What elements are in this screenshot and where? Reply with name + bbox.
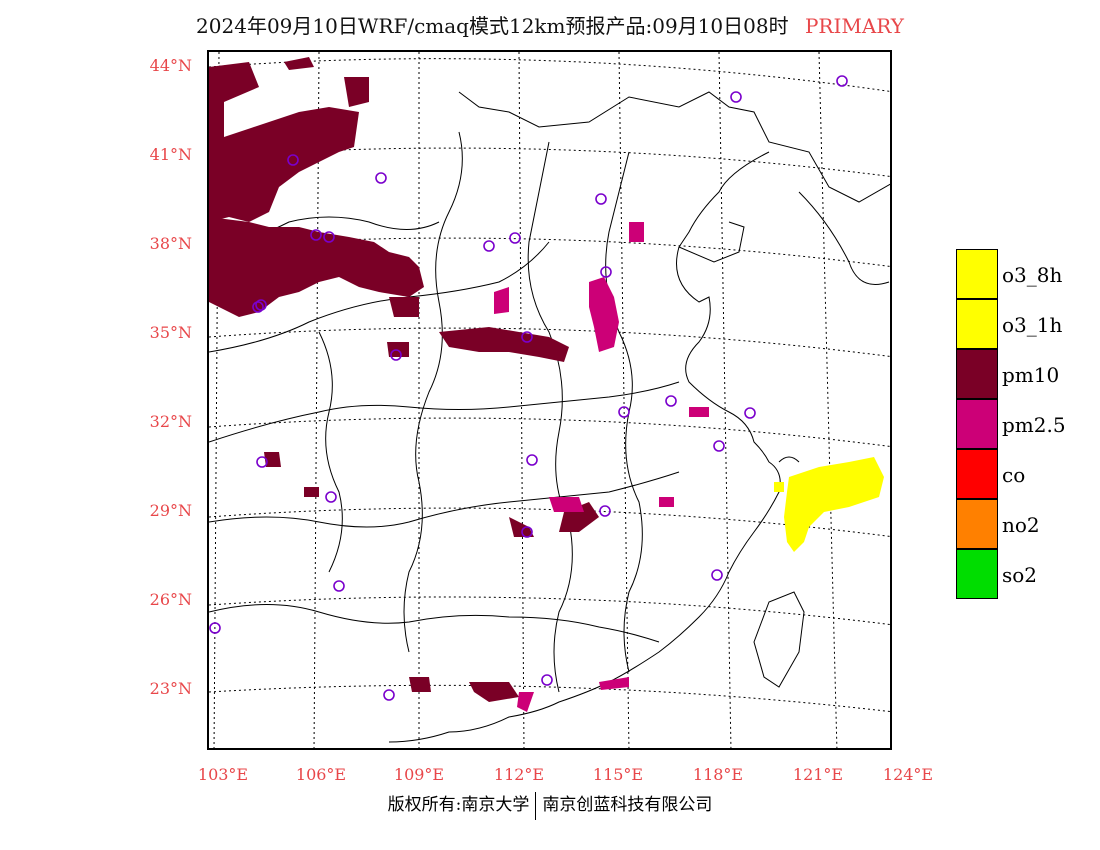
lat-label-32: 32°N (149, 412, 192, 431)
title-primary-tag: PRIMARY (804, 14, 904, 38)
lon-label-112: 112°E (493, 765, 545, 784)
legend-swatch-pm25 (956, 399, 998, 449)
lon-label-124: 124°E (882, 765, 934, 784)
footer-right-text: 南京创蓝科技有限公司 (542, 795, 713, 815)
legend-label-so2: so2 (1002, 563, 1038, 587)
lon-label-109: 109°E (393, 765, 445, 784)
lat-label-35: 35°N (149, 323, 192, 342)
legend-swatch-o3-8h (956, 249, 998, 299)
legend (956, 249, 998, 599)
legend-swatch-o3-1h (956, 299, 998, 349)
legend-swatch-pm10 (956, 349, 998, 399)
lat-label-38: 38°N (149, 234, 192, 253)
copyright-footer: 版权所有:南京大学 南京创蓝科技有限公司 (0, 790, 1100, 820)
legend-label-pm10: pm10 (1002, 363, 1060, 387)
map-panel (207, 50, 892, 750)
legend-swatch-no2 (956, 499, 998, 549)
station-markers (209, 75, 848, 701)
legend-swatch-co (956, 449, 998, 499)
title-main: 2024年09月10日WRF/cmaq模式12km预报产品:09月10日08时 (196, 14, 789, 38)
pm25-regions (494, 222, 709, 712)
map-canvas (209, 52, 890, 748)
lat-label-41: 41°N (149, 145, 192, 164)
pm10-regions (209, 57, 599, 702)
lat-label-23: 23°N (149, 679, 192, 698)
lon-label-118: 118°E (692, 765, 744, 784)
o3-region (774, 457, 884, 552)
lon-label-103: 103°E (197, 765, 249, 784)
footer-separator (535, 791, 537, 820)
lat-label-26: 26°N (149, 590, 192, 609)
boundaries (209, 91, 890, 743)
lat-label-44: 44°N (149, 56, 192, 75)
map-title: 2024年09月10日WRF/cmaq模式12km预报产品:09月10日08时 … (0, 10, 1100, 39)
legend-label-o3-1h: o3_1h (1002, 313, 1063, 337)
legend-swatch-so2 (956, 549, 998, 599)
legend-label-co: co (1002, 463, 1026, 487)
lon-label-121: 121°E (792, 765, 844, 784)
footer-left-text: 版权所有:南京大学 (387, 795, 530, 815)
lon-label-106: 106°E (295, 765, 347, 784)
legend-label-no2: no2 (1002, 513, 1040, 537)
legend-label-o3-8h: o3_8h (1002, 263, 1063, 287)
legend-label-pm25: pm2.5 (1002, 413, 1066, 437)
lon-label-115: 115°E (592, 765, 644, 784)
lat-label-29: 29°N (149, 501, 192, 520)
